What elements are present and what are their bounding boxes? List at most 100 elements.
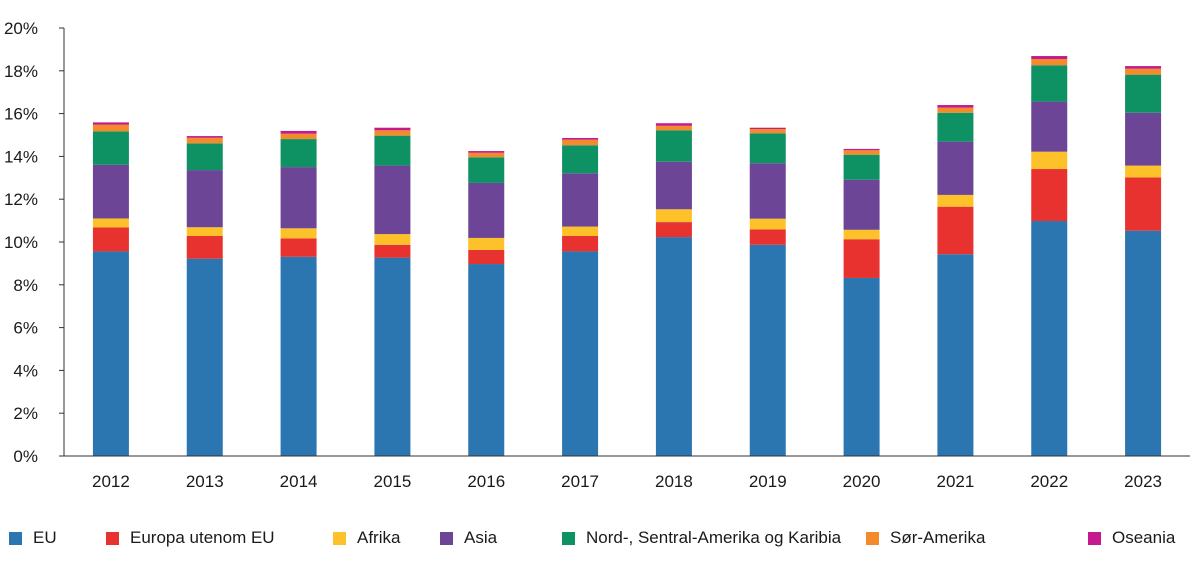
bar-segment-sør-amerika-2019	[749, 129, 786, 134]
bar-segment-afrika-2020	[843, 229, 880, 240]
y-tick-label: 12%	[4, 190, 38, 209]
legend-item: EU	[9, 528, 57, 548]
legend-label: Nord-, Sentral-Amerika og Karibia	[586, 528, 842, 547]
x-tick-label: 2021	[937, 472, 975, 491]
legend-item: Sør-Amerika	[866, 528, 985, 548]
bar-segment-oseania-2022	[1031, 56, 1068, 60]
x-axis: 2012 2013 2014 2015 2016 2017 2018 2019 2020 2021…	[64, 455, 1190, 491]
bar-segment-asia-2012	[92, 164, 129, 219]
bar-segment-oseania-2021	[937, 105, 974, 108]
y-tick-label: 14%	[4, 147, 38, 166]
bar-segment-afrika-2019	[749, 218, 786, 230]
bar-segment-nord-sentral-amerika-og-karibia-2019	[749, 133, 786, 164]
x-tick-label: 2014	[280, 472, 318, 491]
legend-item: Nord-, Sentral-Amerika og Karibia	[562, 528, 841, 548]
bar-segment-nord-sentral-amerika-og-karibia-2022	[1031, 65, 1068, 102]
bar-segment-eu-2018	[655, 237, 692, 456]
bar-segment-oseania-2017	[562, 137, 599, 140]
bar-segment-nord-sentral-amerika-og-karibia-2020	[843, 154, 880, 180]
legend-item: Europa utenom EU	[106, 528, 275, 548]
bar-segment-europa-utenom-eu-2023	[1125, 177, 1162, 231]
bar-segment-europa-utenom-eu-2016	[468, 249, 505, 265]
bar-segment-asia-2023	[1125, 112, 1162, 166]
legend-label: Asia	[464, 528, 498, 547]
bar-segment-sør-amerika-2022	[1031, 59, 1068, 66]
bar-segment-oseania-2023	[1125, 66, 1162, 69]
bar-segment-afrika-2015	[374, 234, 411, 245]
legend-swatch	[562, 531, 575, 545]
y-tick-label: 4%	[13, 361, 38, 380]
bar-segment-nord-sentral-amerika-og-karibia-2021	[937, 112, 974, 142]
bar-segment-afrika-2023	[1125, 165, 1162, 178]
bar-segment-afrika-2014	[280, 228, 317, 239]
bar-segment-asia-2020	[843, 179, 880, 230]
bar-segment-sør-amerika-2012	[92, 124, 129, 132]
bar-segment-europa-utenom-eu-2012	[92, 227, 129, 252]
bar-segment-eu-2017	[562, 251, 599, 456]
y-tick-label: 6%	[13, 319, 38, 338]
y-tick-label: 2%	[13, 404, 38, 423]
bar-segment-sør-amerika-2020	[843, 150, 880, 155]
legend-item: Oseania	[1088, 528, 1175, 548]
bar-segment-oseania-2014	[280, 130, 317, 134]
legend-swatch	[440, 531, 453, 545]
bar-segment-afrika-2016	[468, 237, 505, 250]
bar-segment-oseania-2013	[186, 136, 223, 138]
bar-segment-nord-sentral-amerika-og-karibia-2017	[562, 145, 599, 174]
bar-segment-europa-utenom-eu-2020	[843, 239, 880, 278]
y-axis: 0% 2% 4% 6% 8% 10% 12% 14% 16% 18% 20%	[4, 19, 65, 466]
x-tick-label: 2020	[843, 472, 881, 491]
x-tick-label: 2017	[561, 472, 599, 491]
legend-item: Asia	[440, 528, 497, 548]
bar-segment-europa-utenom-eu-2017	[562, 236, 599, 252]
legend-swatch	[9, 531, 22, 545]
y-tick-label: 8%	[13, 276, 38, 295]
legend-swatch	[106, 531, 119, 545]
bar-segment-sør-amerika-2014	[280, 133, 317, 140]
legend-label: Afrika	[357, 528, 401, 547]
x-tick-label: 2012	[92, 472, 130, 491]
bar-segment-eu-2021	[937, 254, 974, 456]
bar-segment-oseania-2020	[843, 148, 880, 151]
bar-segment-europa-utenom-eu-2015	[374, 244, 411, 258]
stacked-bar-chart: 0%2%4%6%8%10%12%14%16%18%20% 2012 2013 201…	[4, 19, 1190, 491]
bar-segment-sør-amerika-2015	[374, 130, 411, 136]
bar-segment-eu-2015	[374, 257, 411, 456]
x-tick-label: 2013	[186, 472, 224, 491]
bar-segment-asia-2017	[562, 173, 599, 227]
legend-swatch	[866, 531, 879, 545]
bar-segment-oseania-2018	[655, 123, 692, 126]
bar-segment-eu-2019	[749, 244, 786, 456]
bar-segment-afrika-2018	[655, 209, 692, 223]
x-tick-label: 2022	[1030, 472, 1068, 491]
bar-segment-europa-utenom-eu-2021	[937, 206, 974, 255]
bar-segment-europa-utenom-eu-2013	[186, 236, 223, 259]
bar-segment-oseania-2019	[749, 127, 786, 130]
bar-segment-afrika-2012	[92, 218, 129, 228]
bar-segment-nord-sentral-amerika-og-karibia-2018	[655, 130, 692, 162]
x-tick-label: 2015	[374, 472, 412, 491]
bar-segment-asia-2018	[655, 161, 692, 210]
bar-segment-nord-sentral-amerika-og-karibia-2014	[280, 139, 317, 168]
bar-segment-oseania-2016	[468, 151, 505, 153]
bar-segment-eu-2022	[1031, 221, 1068, 456]
bar-segment-eu-2013	[186, 258, 223, 456]
bar-segment-europa-utenom-eu-2019	[749, 229, 786, 245]
bar-segment-asia-2021	[937, 141, 974, 195]
x-tick-label: 2016	[467, 472, 505, 491]
bar-segment-nord-sentral-amerika-og-karibia-2015	[374, 135, 411, 166]
y-tick-label: 18%	[4, 62, 38, 81]
bar-segment-sør-amerika-2018	[655, 125, 692, 131]
bar-segment-sør-amerika-2017	[562, 139, 599, 146]
bar-segment-sør-amerika-2023	[1125, 68, 1162, 75]
y-tick-label: 20%	[4, 19, 38, 38]
bar-segment-asia-2013	[186, 170, 223, 228]
bar-segment-eu-2014	[280, 256, 317, 456]
bar-segment-afrika-2013	[186, 227, 223, 237]
bar-segment-afrika-2022	[1031, 151, 1068, 170]
bar-segment-afrika-2017	[562, 226, 599, 237]
legend-label: Oseania	[1112, 528, 1176, 547]
bar-segment-nord-sentral-amerika-og-karibia-2012	[92, 131, 129, 165]
legend-label: EU	[33, 528, 57, 547]
legend-swatch	[333, 531, 346, 545]
